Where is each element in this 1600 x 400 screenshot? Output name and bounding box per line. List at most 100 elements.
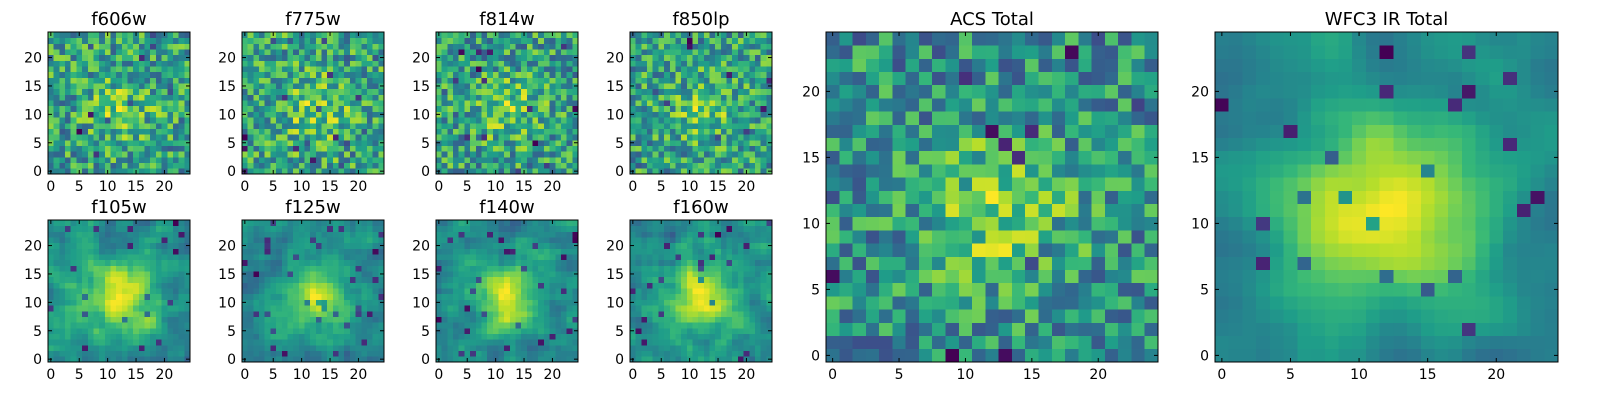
heatmap-cell (436, 316, 443, 323)
heatmap-cell (87, 271, 94, 278)
heatmap-cell (70, 276, 77, 283)
heatmap-cell (658, 310, 665, 317)
heatmap-cell (720, 350, 727, 357)
heatmap-cell (641, 305, 648, 312)
heatmap-cell (766, 60, 773, 67)
heatmap-cell (178, 83, 185, 90)
heatmap-cell (127, 248, 134, 255)
heatmap-cell (355, 322, 362, 329)
heatmap-cell (658, 156, 665, 164)
heatmap-cell (293, 350, 300, 357)
heatmap-cell (349, 49, 356, 56)
heatmap-cell (349, 350, 356, 357)
heatmap-cell (675, 282, 682, 289)
heatmap-cell (664, 145, 671, 152)
heatmap-cell (492, 117, 499, 124)
heatmap-cell (709, 43, 716, 50)
heatmap-cell (355, 242, 362, 249)
heatmap-cell (675, 333, 682, 340)
heatmap-cell (310, 151, 317, 158)
heatmap-cell (315, 316, 322, 323)
heatmap-cell (555, 151, 562, 158)
heatmap-cell (242, 134, 249, 141)
heatmap-cell (65, 100, 72, 107)
heatmap-cell (709, 276, 716, 283)
heatmap-cell (526, 128, 533, 135)
heatmap-cell (641, 333, 648, 340)
heatmap-cell (276, 54, 283, 61)
heatmap-cell (572, 225, 579, 232)
panel-title: f814w (479, 9, 534, 30)
heatmap-cell (669, 276, 676, 283)
heatmap-cell (504, 225, 511, 232)
heatmap-cell (144, 100, 151, 107)
heatmap-cell (76, 322, 83, 329)
heatmap-cell (464, 100, 471, 107)
heatmap-cell (566, 145, 573, 152)
heatmap-cell (715, 100, 722, 107)
heatmap-cell (566, 265, 573, 272)
heatmap-cell (372, 100, 379, 107)
heatmap-cell (664, 299, 671, 306)
heatmap-cell (321, 162, 328, 169)
heatmap-cell (543, 248, 550, 255)
heatmap-cell (366, 265, 374, 272)
heatmap-cell (355, 71, 362, 78)
heatmap-cell (270, 310, 277, 317)
heatmap-cell (127, 271, 134, 278)
heatmap-cell (344, 145, 351, 152)
heatmap-cell (338, 220, 345, 227)
heatmap-cell (321, 327, 328, 334)
heatmap-cell (167, 356, 174, 363)
heatmap-cell (264, 299, 271, 306)
heatmap-cell (715, 327, 722, 334)
heatmap-cell (504, 288, 511, 295)
heatmap-cell (315, 282, 322, 289)
heatmap-cell (76, 271, 83, 278)
heatmap-cell (538, 117, 545, 124)
heatmap-cell (172, 248, 180, 255)
heatmap-cell (635, 293, 642, 300)
heatmap-cell (161, 94, 168, 101)
heatmap-cell (715, 151, 722, 158)
heatmap-cell (310, 156, 317, 164)
heatmap-cell (65, 276, 72, 283)
heatmap-cell (276, 259, 283, 266)
heatmap-cell (87, 265, 94, 272)
heatmap-cell (515, 60, 522, 67)
heatmap-cell (155, 151, 162, 158)
heatmap-cell (104, 139, 111, 146)
heatmap-cell (53, 77, 60, 84)
heatmap-cell (658, 122, 665, 129)
heatmap-cell (327, 100, 334, 107)
heatmap-cell (315, 254, 322, 261)
y-tick-label: 20 (218, 239, 236, 255)
heatmap-cell (709, 105, 716, 112)
heatmap-cell (549, 54, 556, 61)
heatmap-cell (48, 293, 55, 300)
heatmap-cell (321, 248, 328, 255)
heatmap-cell (560, 162, 568, 169)
heatmap-cell (338, 288, 345, 295)
heatmap-cell (276, 111, 283, 118)
heatmap-cell (692, 49, 699, 56)
heatmap-cell (310, 111, 317, 118)
heatmap-cell (121, 37, 128, 44)
heatmap-cell (82, 293, 89, 300)
heatmap-cell (715, 316, 722, 323)
heatmap-cell (572, 248, 579, 255)
heatmap-cell (281, 134, 288, 141)
heatmap-cell (749, 288, 756, 295)
heatmap-cell (327, 242, 334, 249)
heatmap-cell (560, 100, 568, 107)
heatmap-cell (167, 242, 174, 249)
heatmap-cell (378, 265, 385, 272)
heatmap-cell (475, 37, 482, 44)
heatmap-cell (526, 322, 533, 329)
heatmap-cell (93, 156, 100, 164)
heatmap-cell (65, 111, 72, 118)
heatmap-cell (361, 333, 368, 340)
heatmap-cell (144, 66, 151, 73)
heatmap-cell (709, 71, 716, 78)
heatmap-cell (692, 77, 699, 84)
